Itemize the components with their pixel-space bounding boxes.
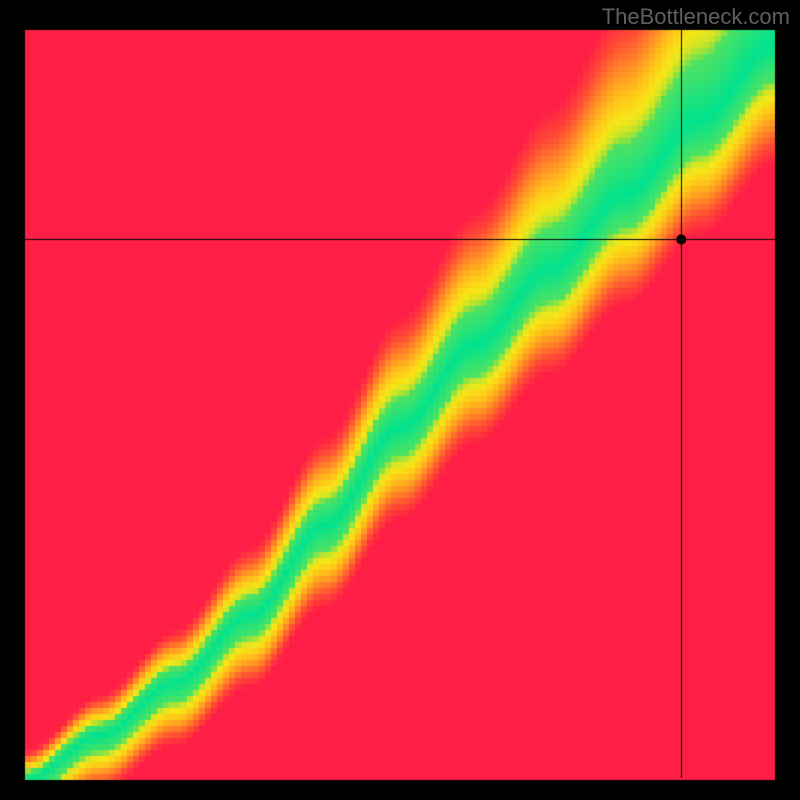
heatmap-canvas	[0, 0, 800, 800]
watermark: TheBottleneck.com	[602, 4, 790, 30]
chart-container: TheBottleneck.com	[0, 0, 800, 800]
